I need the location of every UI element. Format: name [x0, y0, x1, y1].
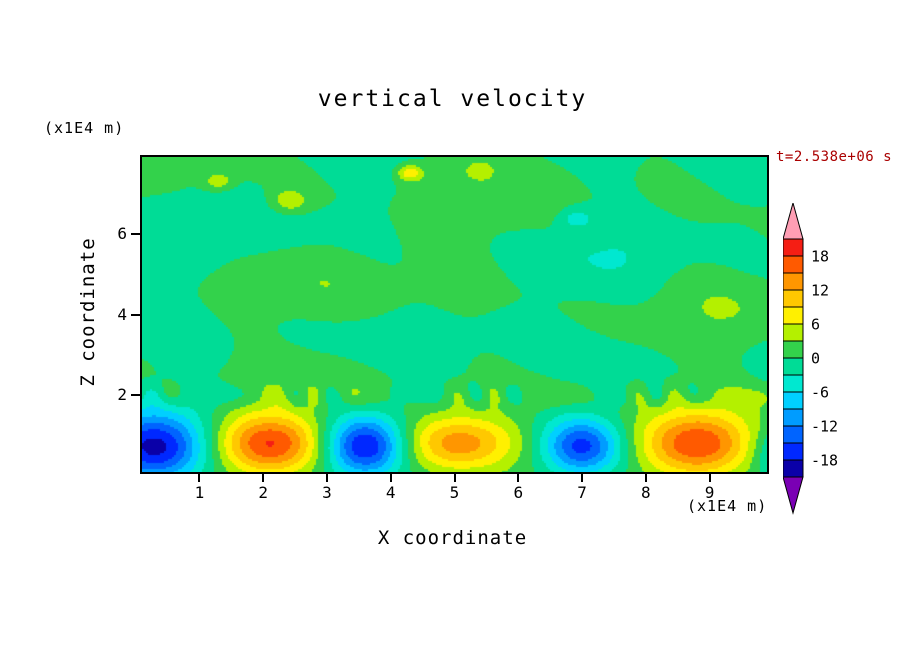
colorbar-label: 6 — [811, 316, 820, 334]
x-tick-label: 2 — [258, 483, 268, 502]
y-axis-title: Z coordinate — [77, 237, 99, 387]
x-tick-mark — [517, 474, 520, 482]
x-tick-mark — [262, 474, 265, 482]
contour-field-canvas — [142, 157, 767, 472]
colorbar: 18 12 6 0 -6 -12 -18 — [783, 203, 838, 515]
colorbar-under-arrow — [783, 476, 804, 515]
x-tick-label: 4 — [385, 483, 396, 502]
y-tick-label: 2 — [117, 385, 127, 405]
x-tick-mark — [644, 474, 647, 482]
plot-frame — [140, 155, 769, 474]
colorbar-segment — [783, 272, 804, 291]
y-tick-mark — [131, 232, 140, 235]
x-tick-label: 5 — [449, 483, 460, 502]
x-tick-mark — [389, 474, 392, 482]
y-tick-mark — [131, 394, 140, 397]
colorbar-segment — [783, 289, 804, 308]
colorbar-label: 12 — [811, 282, 829, 300]
colorbar-segment — [783, 425, 804, 444]
time-label: t=2.538e+06 s — [776, 149, 893, 165]
chart-title: vertical velocity — [317, 86, 588, 112]
x-tick-label: 7 — [577, 483, 587, 502]
y-tick-label: 6 — [117, 223, 127, 243]
colorbar-label: -6 — [811, 384, 829, 402]
x-axis-title: X coordinate — [377, 527, 528, 549]
x-tick-mark — [198, 474, 201, 482]
x-tick-mark — [453, 474, 456, 482]
colorbar-segment — [783, 357, 804, 376]
y-tick-mark — [131, 313, 140, 316]
colorbar-segment — [783, 306, 804, 325]
x-tick-label: 8 — [640, 483, 651, 502]
x-tick-label: 3 — [322, 483, 332, 502]
y-tick-label: 4 — [117, 304, 127, 324]
colorbar-segment — [783, 323, 804, 342]
colorbar-segment — [783, 408, 804, 427]
x-tick-label: 6 — [513, 483, 524, 502]
colorbar-over-arrow — [783, 203, 804, 240]
colorbar-label: -12 — [811, 418, 838, 436]
colorbar-segment — [783, 340, 804, 359]
colorbar-segment — [783, 255, 804, 274]
x-axis-unit-label: (x1E4 m) — [687, 497, 768, 515]
colorbar-label: 0 — [811, 350, 820, 368]
colorbar-label: -18 — [811, 452, 838, 470]
x-tick-mark — [581, 474, 584, 482]
colorbar-segment — [783, 442, 804, 461]
x-tick-mark — [708, 474, 711, 482]
colorbar-segment — [783, 391, 804, 410]
x-tick-mark — [325, 474, 328, 482]
colorbar-segment — [783, 459, 804, 478]
colorbar-segment — [783, 238, 804, 257]
colorbar-segment — [783, 374, 804, 393]
x-tick-label: 1 — [194, 483, 205, 502]
colorbar-label: 18 — [811, 248, 829, 266]
y-axis-unit-label: (x1E4 m) — [44, 119, 125, 137]
